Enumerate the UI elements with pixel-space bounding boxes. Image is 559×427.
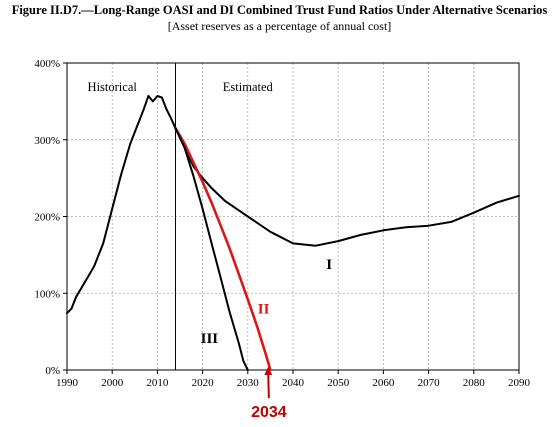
series-line-historical bbox=[66, 95, 177, 315]
x-tick-label: 2090 bbox=[508, 377, 531, 389]
series-line-i bbox=[174, 127, 520, 247]
y-tick-label: 300% bbox=[34, 135, 60, 147]
y-tick-label: 200% bbox=[34, 212, 60, 224]
depletion-arrow bbox=[264, 367, 273, 399]
x-tick-label: 2050 bbox=[327, 377, 350, 389]
series-line-ii bbox=[174, 126, 272, 372]
x-tick-label: 2030 bbox=[237, 377, 260, 389]
x-tick-label: 2010 bbox=[146, 377, 169, 389]
region-label: Historical bbox=[88, 80, 138, 94]
y-tick-label: 400% bbox=[34, 58, 60, 70]
x-tick-label: 2000 bbox=[101, 377, 124, 389]
chart-title: Figure II.D7.—Long-Range OASI and DI Com… bbox=[11, 3, 548, 17]
series-label-ii: II bbox=[258, 302, 270, 318]
series-label-i: I bbox=[326, 257, 332, 273]
y-tick-label: 0% bbox=[45, 365, 60, 377]
region-label: Estimated bbox=[223, 80, 274, 94]
depletion-year-label: 2034 bbox=[251, 404, 287, 421]
chart-subtitle: [Asset reserves as a percentage of annua… bbox=[167, 19, 392, 33]
x-tick-label: 2080 bbox=[463, 377, 486, 389]
y-tick-label: 100% bbox=[34, 288, 60, 300]
x-tick-label: 2020 bbox=[192, 377, 215, 389]
x-tick-label: 2070 bbox=[418, 377, 441, 389]
x-tick-label: 1990 bbox=[56, 377, 79, 389]
x-tick-label: 2040 bbox=[282, 377, 305, 389]
series-label-iii: III bbox=[201, 331, 219, 347]
series-line-iii bbox=[174, 127, 249, 371]
x-tick-label: 2060 bbox=[372, 377, 395, 389]
